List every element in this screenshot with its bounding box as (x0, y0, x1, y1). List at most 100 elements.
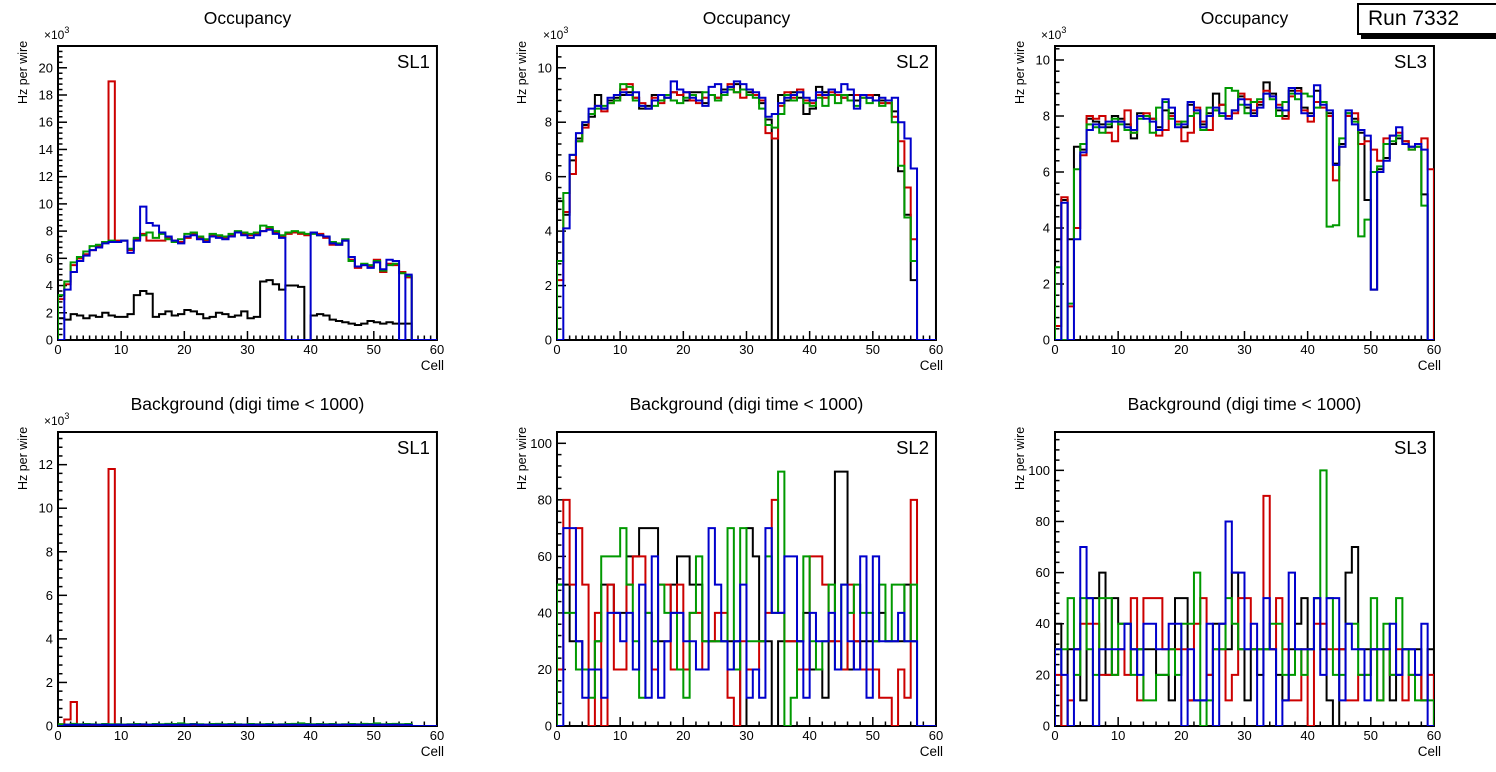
x-tick-label: 20 (1174, 728, 1188, 743)
run-label-box: Run 7332 (1357, 3, 1496, 35)
y-tick-label: 6 (46, 588, 53, 603)
chart-sl2-4: 0 10 20 30 40 50 60 0 20 40 60 80 100 Background (dig… (515, 394, 943, 759)
y-tick-label: 8 (46, 544, 53, 559)
x-tick-label: 60 (928, 342, 942, 357)
pad-background-sl3: 0 10 20 30 40 50 60 0 20 40 60 80 100 Background (dig… (997, 386, 1496, 772)
series-black-sl2 (556, 83, 936, 340)
y-tick-label: 6 (46, 251, 53, 266)
y-tick-label: 6 (544, 169, 551, 184)
y-tick-label: 100 (1029, 463, 1051, 478)
x-tick-label: 10 (613, 342, 627, 357)
y-axis-title: Hz per wire (515, 41, 529, 104)
y-axis-title: Hz per wire (16, 427, 30, 490)
pad-occupancy-sl3: 0 10 20 30 40 50 60 0 2 4 6 8 10 Occupancy SL3 Hz per w… (997, 0, 1496, 386)
x-tick-label: 40 (303, 728, 317, 743)
series-blue-sl3 (1055, 84, 1435, 340)
x-tick-label: 50 (367, 342, 381, 357)
x-tick-label: 50 (367, 728, 381, 743)
chart-title: Occupancy (1201, 8, 1289, 28)
pad-label: SL3 (1394, 437, 1427, 458)
y-tick-label: 60 (537, 549, 551, 564)
y-tick-label: 20 (1036, 667, 1050, 682)
series-blue-sl2 (556, 527, 936, 726)
x-tick-label: 30 (240, 342, 254, 357)
x-tick-label: 30 (1238, 342, 1252, 357)
series-black-sl3 (1055, 81, 1435, 340)
pad-background-sl1: 0 10 20 30 40 50 60 0 2 4 6 8 10 12 Background (digi t… (0, 386, 499, 772)
chart-title: Background (digi time < 1000) (629, 394, 863, 414)
pad-label: SL1 (397, 51, 430, 72)
chart-title: Occupancy (702, 8, 790, 28)
y-tick-label: 14 (39, 142, 53, 157)
pad-label: SL2 (896, 51, 929, 72)
y-tick-label: 60 (1036, 565, 1050, 580)
x-tick-label: 40 (1301, 728, 1315, 743)
x-tick-label: 20 (177, 728, 191, 743)
pad-occupancy-sl1: 0 10 20 30 40 50 60 0 2 4 6 8 10 12 14 16 18 20 Occupancy S… (0, 0, 499, 386)
y-axis-title: Hz per wire (515, 427, 529, 490)
y-tick-label: 10 (1036, 52, 1050, 67)
x-tick-label: 40 (802, 728, 816, 743)
y-tick-label: 10 (537, 60, 551, 75)
y-tick-label: 80 (537, 492, 551, 507)
series-red-sl2 (556, 498, 936, 726)
y-tick-label: 0 (544, 718, 551, 733)
x-tick-label: 50 (1364, 728, 1378, 743)
series-red-sl1 (57, 468, 437, 726)
series-green-sl2 (556, 83, 936, 340)
y-tick-label: 16 (39, 115, 53, 130)
x-tick-label: 60 (928, 728, 942, 743)
x-tick-label: 0 (54, 342, 61, 357)
y-exponent-label: ×103 (543, 25, 568, 42)
x-tick-label: 40 (1301, 342, 1315, 357)
x-axis-title: Cell (919, 744, 942, 759)
x-axis-title: Cell (421, 358, 444, 373)
chart-sl1-3: 0 10 20 30 40 50 60 0 2 4 6 8 10 12 Background (digi t… (16, 394, 444, 759)
series-blue-sl1 (57, 205, 437, 340)
x-tick-label: 40 (802, 342, 816, 357)
y-tick-label: 80 (1036, 514, 1050, 529)
x-tick-label: 20 (1174, 342, 1188, 357)
chart-sl1-0: 0 10 20 30 40 50 60 0 2 4 6 8 10 12 14 16 18 20 Occupancy S… (16, 8, 444, 373)
chart-sl2-1: 0 10 20 30 40 50 60 0 2 4 6 8 10 Occupancy SL2 Hz per w… (515, 8, 943, 373)
x-tick-label: 60 (1427, 342, 1441, 357)
x-tick-label: 30 (739, 342, 753, 357)
y-tick-label: 2 (1043, 276, 1050, 291)
pad-label: SL1 (397, 437, 430, 458)
y-tick-label: 8 (1043, 108, 1050, 123)
y-tick-label: 20 (39, 60, 53, 75)
y-tick-label: 0 (1043, 332, 1050, 347)
y-axis-title: Hz per wire (16, 41, 30, 104)
y-tick-label: 8 (544, 115, 551, 130)
series-black-sl1 (57, 279, 437, 340)
x-tick-label: 0 (553, 728, 560, 743)
y-tick-label: 2 (46, 675, 53, 690)
y-tick-label: 10 (39, 501, 53, 516)
y-tick-label: 6 (1043, 164, 1050, 179)
chart-sl3-2: 0 10 20 30 40 50 60 0 2 4 6 8 10 Occupancy SL3 Hz per w… (1013, 8, 1441, 373)
chart-sl3-5: 0 10 20 30 40 50 60 0 20 40 60 80 100 Background (dig… (1013, 394, 1441, 759)
x-tick-label: 0 (54, 728, 61, 743)
y-exponent-label: ×103 (44, 25, 69, 42)
y-tick-label: 20 (537, 662, 551, 677)
x-tick-label: 0 (1052, 728, 1059, 743)
y-tick-label: 2 (46, 305, 53, 320)
series-blue-sl2 (556, 80, 936, 340)
x-axis-title: Cell (1418, 744, 1441, 759)
x-tick-label: 10 (613, 728, 627, 743)
y-tick-label: 4 (46, 631, 53, 646)
x-tick-label: 60 (430, 342, 444, 357)
series-blue-sl3 (1055, 520, 1435, 726)
y-tick-label: 4 (46, 278, 53, 293)
y-tick-label: 0 (46, 718, 53, 733)
x-tick-label: 20 (676, 728, 690, 743)
x-tick-label: 10 (114, 342, 128, 357)
y-tick-label: 2 (544, 278, 551, 293)
chart-title: Background (digi time < 1000) (131, 394, 365, 414)
x-tick-label: 50 (865, 342, 879, 357)
series-red-sl1 (57, 80, 437, 340)
x-tick-label: 60 (430, 728, 444, 743)
y-exponent-label: ×103 (1041, 25, 1066, 42)
